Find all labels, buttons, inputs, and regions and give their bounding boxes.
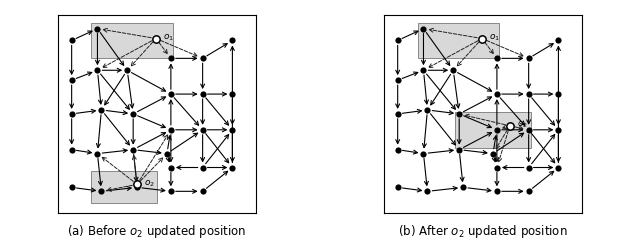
Point [166,189,176,193]
Point [524,189,534,193]
Point [392,78,403,82]
Point [198,92,208,96]
Point [392,112,403,116]
Point [492,166,502,170]
Text: $o_2$: $o_2$ [516,120,527,130]
Point [198,56,208,60]
Point [92,68,102,72]
Point [67,38,77,42]
Point [419,27,429,31]
Point [96,189,106,193]
Point [392,185,403,189]
Point [227,38,237,42]
Point [492,92,502,96]
Point [454,148,464,152]
Bar [455,112,531,148]
Text: $o_1$: $o_1$ [489,32,500,43]
Point [524,56,534,60]
Point [67,148,77,152]
Point [227,166,237,170]
Point [122,68,132,72]
Point [392,148,403,152]
Point [128,112,138,116]
Bar [417,23,499,58]
Point [477,37,487,40]
Point [166,92,176,96]
Point [554,128,564,132]
Text: $o_2$: $o_2$ [144,178,155,189]
Point [96,108,106,112]
Point [419,152,429,156]
Point [67,185,77,189]
Point [392,38,403,42]
Point [151,37,161,40]
Point [492,128,502,132]
Text: $o_1$: $o_1$ [163,32,174,43]
Point [166,166,176,170]
Point [524,166,534,170]
Point [554,92,564,96]
Point [488,152,498,156]
Text: (b) After $o_2$ updated position: (b) After $o_2$ updated position [398,223,568,240]
Point [92,152,102,156]
Point [492,189,502,193]
Point [166,56,176,60]
Point [554,38,564,42]
Point [162,152,172,156]
Point [448,68,458,72]
Point [454,112,464,116]
Point [198,128,208,132]
Point [128,148,138,152]
Point [554,166,564,170]
Point [132,183,142,186]
Point [92,27,102,31]
Point [166,128,176,132]
Point [198,166,208,170]
Point [67,112,77,116]
Point [524,128,534,132]
Point [67,78,77,82]
Point [227,92,237,96]
Bar [92,23,173,58]
Point [419,68,429,72]
Point [422,189,433,193]
Text: (a) Before $o_2$ updated position: (a) Before $o_2$ updated position [67,223,246,240]
Point [492,56,502,60]
Point [227,128,237,132]
Point [132,185,142,189]
Point [422,108,433,112]
Point [524,92,534,96]
Point [505,124,515,128]
Point [198,189,208,193]
Point [458,185,468,189]
Bar [92,172,157,203]
